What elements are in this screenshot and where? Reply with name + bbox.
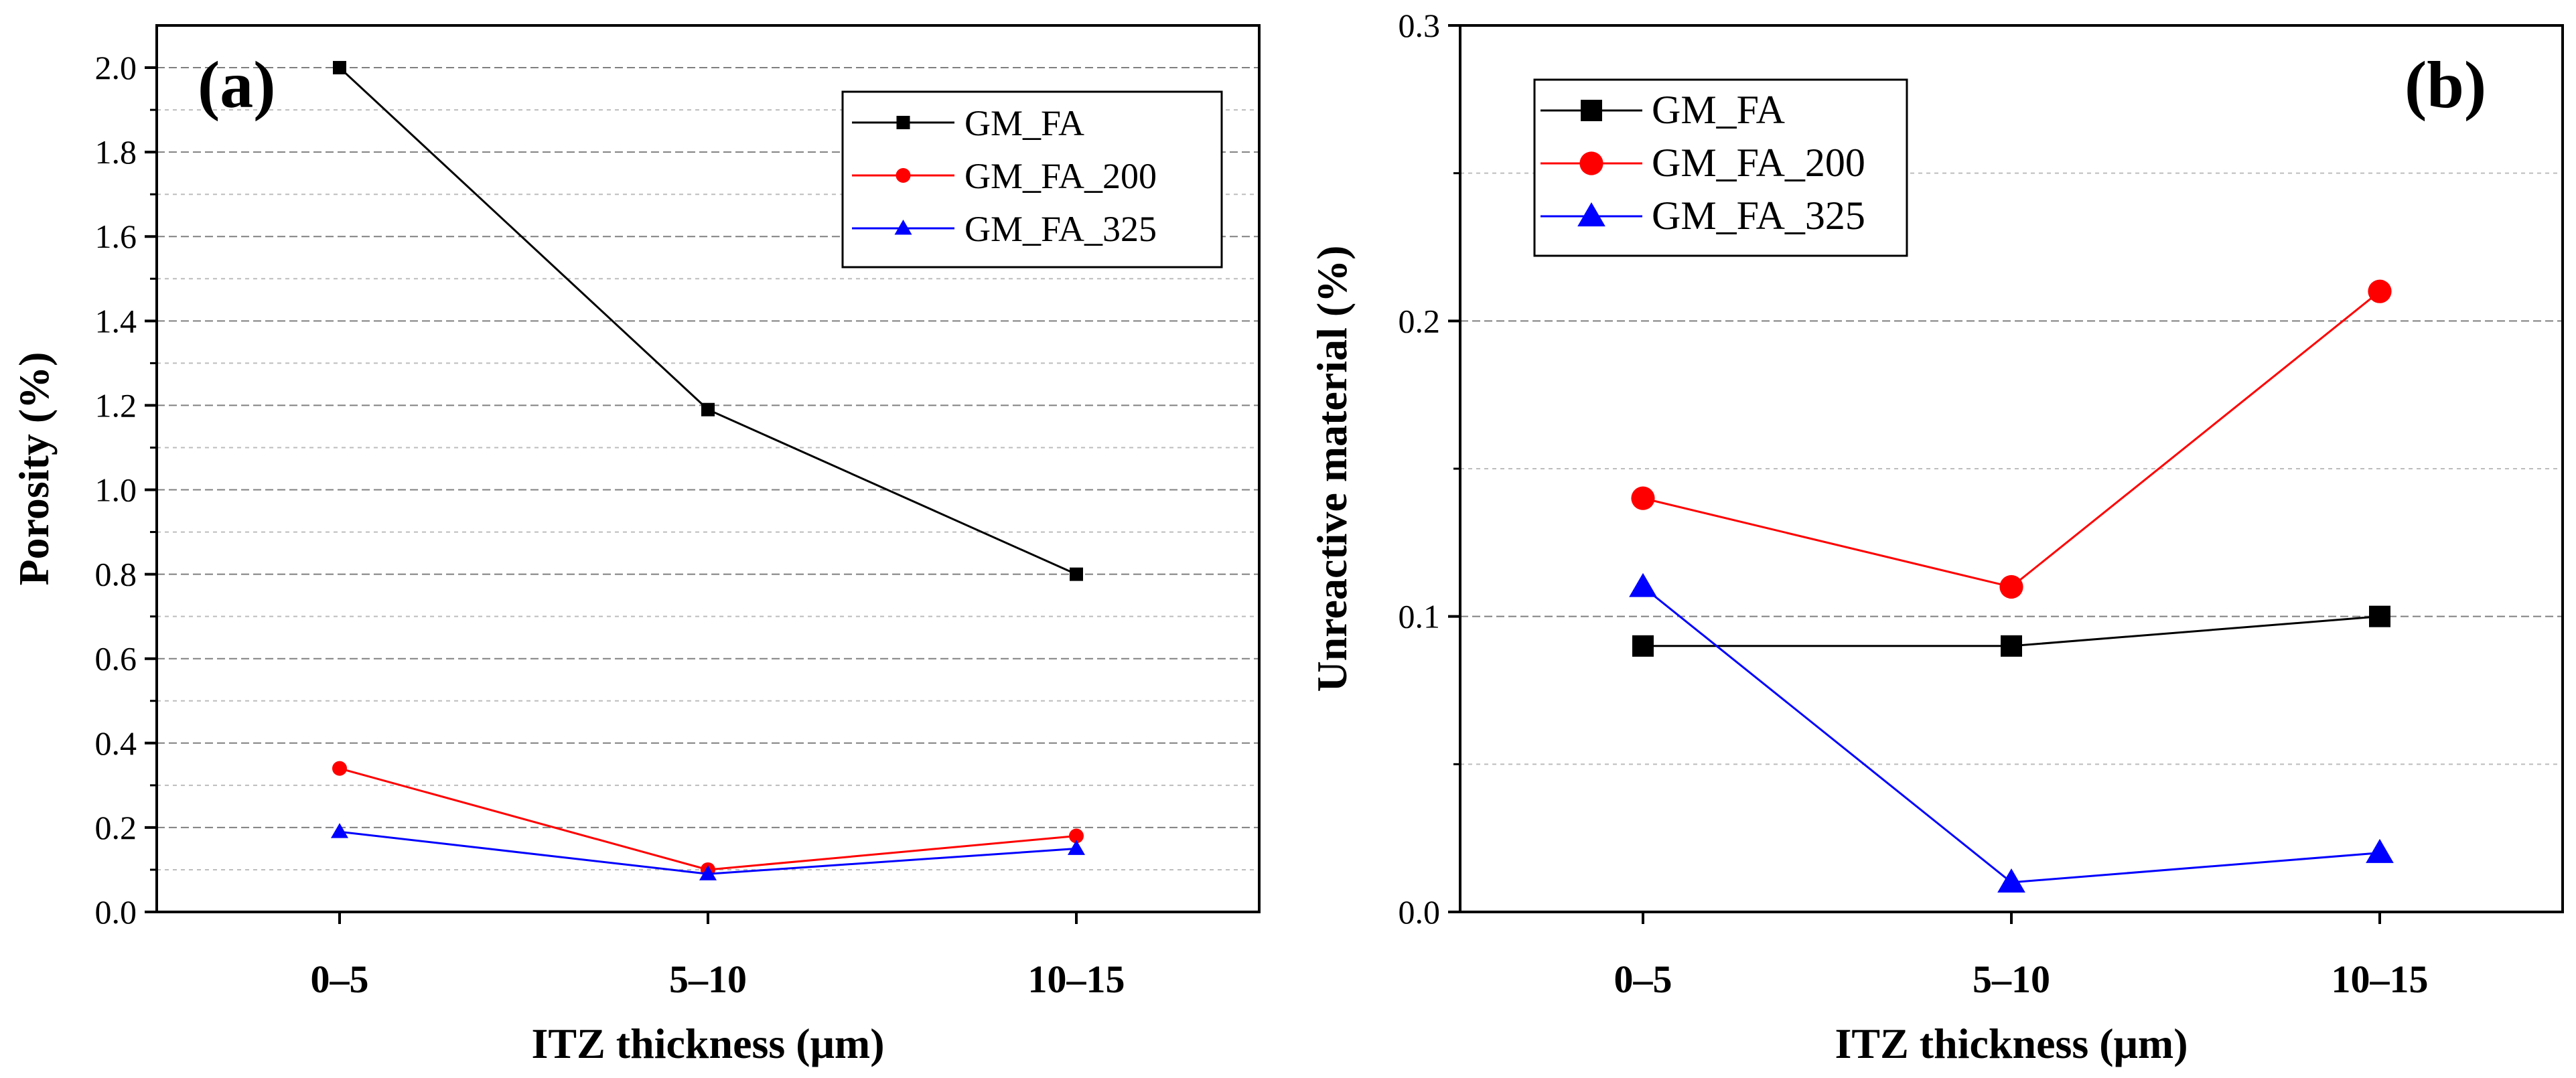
y-tick-label: 0.4 — [95, 724, 137, 762]
data-point — [701, 402, 715, 416]
y-tick-label: 2.0 — [95, 49, 137, 86]
data-point — [1629, 572, 1657, 597]
y-tick-label: 0.2 — [1399, 302, 1441, 339]
data-point — [2366, 838, 2394, 863]
y-tick-label: 0.8 — [95, 556, 137, 593]
y-tick-label: 1.4 — [95, 302, 137, 339]
data-point — [332, 761, 347, 776]
y-tick-label: 0.3 — [1399, 7, 1441, 44]
data-point — [1632, 635, 1654, 657]
x-tick-label: 0–5 — [311, 957, 369, 1001]
y-axis-title: Unreactive material (%) — [1308, 246, 1356, 692]
legend-entry: GM_FA — [964, 103, 1084, 143]
panel-label: (a) — [198, 48, 276, 122]
x-tick-label: 5–10 — [1973, 957, 2050, 1001]
data-point — [1631, 486, 1655, 510]
y-tick-label: 1.6 — [95, 218, 137, 255]
y-tick-label: 0.1 — [1399, 598, 1441, 635]
legend-entry: GM_FA — [1652, 88, 1785, 132]
y-tick-label: 1.0 — [95, 471, 137, 509]
series-line-gm-fa-200 — [339, 767, 1077, 871]
x-tick-label: 5–10 — [669, 957, 747, 1001]
x-axis-title: ITZ thickness (μm) — [532, 1020, 885, 1067]
panel-a: 0.0 0.2 0.4 0.6 0.8 1.0 1.2 1.4 1.6 1.8 2.0 0–5 5–10… — [10, 24, 1261, 1067]
x-tick-label: 0–5 — [1614, 957, 1672, 1001]
data-point — [1999, 574, 2023, 599]
y-tick-label: 1.8 — [95, 133, 137, 171]
legend-entry: GM_FA_325 — [964, 209, 1157, 249]
data-point — [2368, 279, 2392, 303]
data-point — [1070, 567, 1083, 581]
legend-entry: GM_FA_325 — [1652, 194, 1865, 238]
panel-label: (b) — [2405, 48, 2486, 122]
panel-b: 0.0 0.1 0.2 0.3 0–5 5–10 10–15 ITZ thickness (μ… — [1308, 7, 2564, 1067]
data-point — [1069, 828, 1084, 844]
legend-marker — [896, 116, 910, 129]
legend-entry: GM_FA_200 — [1652, 141, 1865, 185]
data-point — [2369, 605, 2390, 627]
legend-marker — [896, 168, 911, 183]
data-point — [699, 865, 717, 880]
x-tick-label: 10–15 — [1028, 957, 1125, 1001]
legend-entry: GM_FA_200 — [964, 156, 1157, 196]
x-axis-title: ITZ thickness (μm) — [1835, 1020, 2188, 1067]
data-point — [330, 823, 349, 838]
series-line-gm-fa-325 — [1642, 586, 2380, 884]
legend-marker — [1581, 100, 1602, 121]
y-tick-label: 0.2 — [95, 809, 137, 846]
y-tick-label: 0.6 — [95, 640, 137, 678]
data-point — [1067, 840, 1086, 855]
y-axis-title: Porosity (%) — [10, 352, 58, 586]
legend-marker — [894, 219, 912, 235]
data-point — [2001, 635, 2022, 657]
x-tick-label: 10–15 — [2332, 957, 2429, 1001]
legend-marker — [1577, 202, 1605, 227]
data-point — [1997, 868, 2025, 893]
legend-marker — [1579, 151, 1603, 175]
y-tick-label: 0.0 — [1399, 893, 1441, 931]
series-line-gm-fa-200 — [1642, 291, 2380, 589]
y-tick-label: 1.2 — [95, 386, 137, 424]
data-point — [333, 61, 346, 75]
y-tick-label: 0.0 — [95, 893, 137, 931]
